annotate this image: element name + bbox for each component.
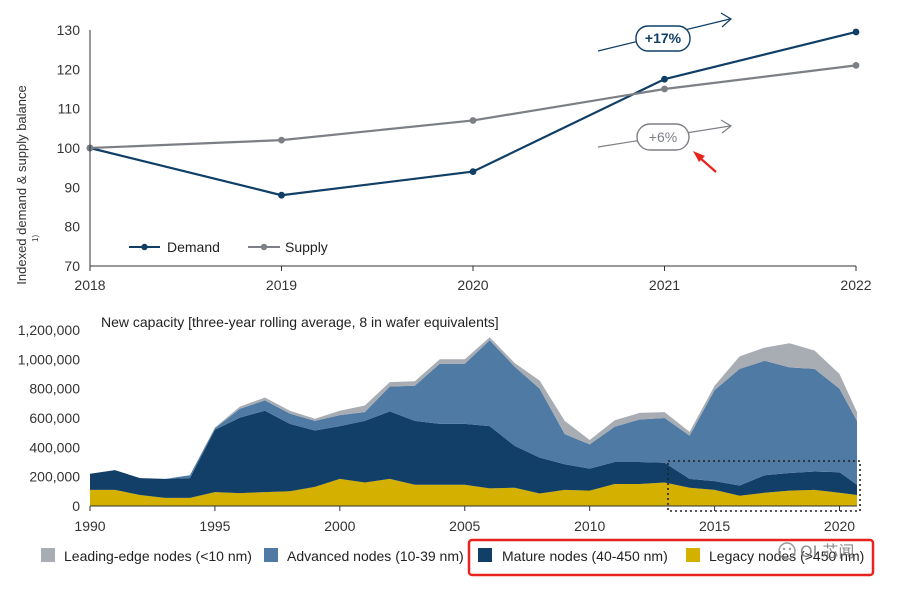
top-y-axis-label-note: 1) [31, 235, 40, 242]
supply-growth-badge [636, 123, 690, 151]
legend-supply-label: Supply [285, 239, 328, 255]
supply-line [89, 64, 857, 150]
bottom-chart-title: New capacity [three-year rolling average… [101, 314, 499, 330]
top-x-tick-label: 2019 [266, 277, 297, 293]
bottom-y-tick-label: 0 [72, 498, 80, 514]
bottom-x-tick-label: 2000 [324, 518, 355, 534]
leading-edge-nodes-area [90, 337, 857, 479]
watermark-logo-icon [778, 542, 796, 560]
bottom-y-tick-label: 200,000 [29, 469, 80, 485]
supply-point [852, 62, 860, 69]
demand-point [469, 168, 477, 176]
bottom-x-ticks: 1990 1995 2000 2005 2010 2015 2020 [74, 506, 855, 534]
top-legend: Demand Supply [129, 239, 328, 255]
demand-point [852, 28, 860, 36]
legend-demand-marker [141, 243, 148, 251]
demand-growth-badge [635, 25, 691, 52]
legend-legacy-swatch [686, 548, 700, 562]
top-x-tick-label: 2018 [74, 277, 105, 293]
top-y-tick-label: 130 [57, 22, 81, 38]
bottom-y-ticks: 0 200,000 400,000 600,000 800,000 1,000,000 1,… [18, 322, 81, 514]
bottom-x-tick-label: 2015 [699, 518, 730, 534]
legend-mature-label: Mature nodes (40-450 nm) [502, 548, 668, 564]
mature-nodes-area [90, 410, 857, 498]
legend-leading-edge-label: Leading-edge nodes (<10 nm) [64, 548, 252, 564]
bottom-x-tick-label: 2010 [574, 518, 605, 534]
bottom-stacked-areas [90, 337, 857, 506]
supply-growth-annotation: +6% [597, 119, 733, 151]
supply-point [661, 85, 668, 93]
demand-growth-annotation: +17% [597, 12, 733, 52]
supply-point [469, 117, 477, 124]
bottom-x-tick-label: 1990 [74, 518, 105, 534]
supply-arrow-head [720, 119, 733, 134]
bottom-x-tick-label: 1995 [199, 518, 230, 534]
top-y-ticks: 70 80 90 100 110 120 130 [57, 22, 81, 274]
bottom-y-tick-label: 1,000,000 [18, 351, 80, 367]
watermark: OI 芯闻 [778, 542, 854, 561]
demand-growth-label: +17% [645, 30, 682, 46]
top-y-tick-label: 100 [57, 140, 81, 156]
bottom-x-tick-label: 2005 [449, 518, 480, 534]
demand-point [278, 191, 285, 199]
top-x-tick-label: 2021 [649, 277, 680, 293]
dotted-highlight-box [667, 460, 861, 512]
bottom-x-tick-label: 2020 [824, 518, 855, 534]
legacy-nodes-area [90, 478, 857, 506]
legend-advanced-label: Advanced nodes (10-39 nm) [287, 548, 464, 564]
top-y-tick-label: 90 [64, 179, 80, 195]
top-x-ticks: 2018 2019 2020 2021 2022 [74, 266, 872, 293]
new-capacity-area-chart: New capacity [three-year rolling average… [18, 314, 875, 577]
legend-mature-swatch [478, 548, 492, 562]
top-series-points [86, 28, 860, 199]
top-y-tick-label: 120 [57, 61, 81, 77]
demand-supply-line-chart: Indexed demand & supply balance 1) 70 80 9… [14, 12, 872, 293]
red-highlight-box [467, 538, 875, 577]
advanced-nodes-area [90, 340, 857, 486]
bottom-y-tick-label: 600,000 [29, 410, 80, 426]
bottom-legend: Leading-edge nodes (<10 nm) Advanced nod… [41, 538, 875, 577]
bottom-y-tick-label: 400,000 [29, 439, 80, 455]
top-x-tick-label: 2022 [840, 277, 871, 293]
bottom-y-tick-label: 1,200,000 [18, 322, 80, 338]
bottom-y-tick-label: 800,000 [29, 381, 80, 397]
top-y-tick-label: 70 [64, 258, 80, 274]
legend-legacy-label: Legacy nodes (>450 nm) [709, 548, 864, 564]
watermark-text: OI 芯闻 [800, 542, 854, 561]
demand-point [661, 75, 668, 83]
demand-arrow-head [720, 12, 733, 28]
top-y-tick-label: 110 [58, 101, 81, 117]
supply-growth-label: +6% [649, 129, 677, 145]
legend-supply-marker [260, 243, 268, 251]
top-y-tick-label: 80 [64, 219, 80, 235]
top-y-axis-label: Indexed demand & supply balance [14, 85, 29, 284]
legend-advanced-swatch [264, 548, 278, 562]
top-x-tick-label: 2020 [457, 277, 488, 293]
legend-demand-label: Demand [167, 239, 220, 255]
supply-point [278, 136, 285, 144]
legend-leading-edge-swatch [41, 548, 55, 562]
red-pointer-arrow-icon [693, 151, 717, 173]
